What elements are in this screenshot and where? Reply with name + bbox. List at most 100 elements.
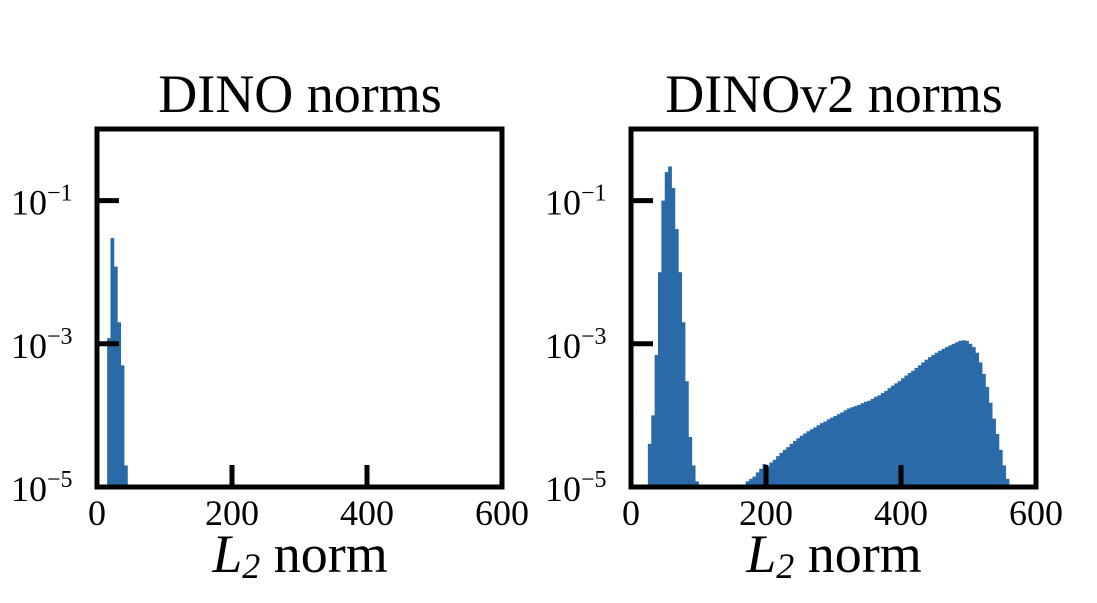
dinov2-norms-panel: DINOv2 norms 0 200 400 600 10−1 10−3 10−5 L2 …	[545, 64, 1063, 586]
histogram-bar	[968, 343, 973, 487]
histogram-bar	[985, 386, 990, 487]
histogram-bar	[894, 383, 899, 487]
histogram-bar	[755, 472, 760, 487]
histogram-bar	[853, 406, 858, 487]
histogram-bar	[958, 340, 963, 487]
histogram-bar	[809, 429, 814, 487]
histogram-bar	[880, 393, 885, 487]
histogram-bar	[1002, 465, 1007, 487]
histogram-bar	[776, 456, 780, 487]
y-tick-label: 10−5	[11, 467, 73, 509]
histogram-bars	[647, 166, 1010, 488]
histogram-bar	[695, 481, 699, 487]
histogram-bar	[863, 401, 868, 487]
histogram-bar	[907, 373, 912, 487]
x-tick-label: 200	[205, 493, 259, 533]
y-axis-ticks: 10−1 10−3 10−5	[545, 181, 653, 509]
histogram-bar	[884, 390, 888, 487]
histogram-bar	[904, 375, 909, 487]
x-axis-label: L2 norm	[211, 524, 388, 586]
histogram-bar	[877, 395, 882, 487]
chart-title: DINOv2 norms	[665, 64, 1002, 124]
histogram-bar	[120, 365, 125, 487]
histogram-bar	[816, 425, 821, 487]
histogram-bar	[799, 435, 804, 487]
histogram-bar	[793, 440, 797, 487]
histogram-bar	[965, 340, 969, 487]
histogram-bar	[820, 423, 824, 487]
histogram-bar	[107, 338, 111, 487]
histogram-bar	[674, 229, 679, 487]
histogram-bar	[847, 408, 851, 487]
histogram-bar	[992, 418, 996, 487]
histogram-bar	[117, 322, 122, 487]
histogram-bar	[772, 459, 777, 487]
y-axis-ticks: 10−1 10−3 10−5	[11, 181, 119, 509]
x-axis-ticks: 0 200 400 600	[88, 465, 529, 533]
histogram-bar	[870, 398, 875, 487]
histogram-bar	[685, 381, 689, 487]
histogram-bar	[944, 347, 949, 487]
histogram-bar	[779, 452, 784, 487]
x-tick-label: 200	[739, 493, 793, 533]
y-tick-label: 10−1	[11, 181, 73, 223]
histogram-bar	[749, 478, 753, 487]
histogram-bar	[988, 402, 993, 487]
histogram-bar	[678, 272, 683, 487]
histogram-bar	[934, 352, 939, 487]
histogram-bar	[691, 465, 696, 487]
y-tick-label: 10−1	[545, 181, 607, 223]
histogram-bar	[840, 412, 845, 487]
histogram-bar	[911, 370, 915, 487]
histogram-bar	[978, 362, 983, 487]
histogram-bar	[836, 414, 841, 487]
histogram-bar	[921, 362, 926, 487]
plot-frame	[628, 126, 1039, 490]
histogram-bar	[826, 419, 831, 487]
histogram-bar	[998, 449, 1003, 487]
histogram-bar	[782, 449, 787, 487]
histogram-bar	[887, 388, 892, 487]
histogram-bar	[124, 465, 128, 487]
histogram-bar	[971, 347, 976, 487]
histogram-bar	[914, 367, 919, 487]
x-tick-label: 600	[1009, 493, 1063, 533]
histogram-bar	[745, 481, 750, 487]
histogram-bar	[796, 438, 801, 487]
x-tick-label: 0	[88, 493, 106, 533]
histogram-bar	[890, 385, 895, 487]
y-tick-label: 10−3	[545, 324, 607, 366]
histogram-bar	[654, 354, 659, 487]
histogram-bar	[833, 416, 838, 487]
x-axis-ticks: 0 200 400 600	[622, 465, 1063, 533]
histogram-bar	[931, 354, 936, 487]
histogram-bar	[1005, 478, 1010, 487]
histogram-bar	[843, 410, 848, 487]
histogram-bar	[688, 436, 693, 487]
x-tick-label: 600	[475, 493, 529, 533]
dino-norms-panel: DINO norms 0 200 400 600 10−1 10−3 10−5 L2 no…	[11, 64, 529, 586]
histogram-bar	[806, 431, 811, 487]
histogram-bar	[951, 343, 956, 487]
plot-frame	[94, 126, 505, 490]
histogram-bar	[658, 272, 662, 487]
histogram-bar	[789, 443, 794, 487]
histogram-bar	[668, 166, 672, 487]
histogram-bar	[803, 433, 807, 487]
histogram-bar	[860, 403, 865, 487]
x-tick-label: 400	[874, 493, 928, 533]
histogram-bar	[975, 352, 980, 487]
histogram-bar	[961, 340, 966, 487]
histogram-bar	[941, 348, 946, 487]
histogram-bar	[938, 350, 942, 487]
x-tick-label: 400	[340, 493, 394, 533]
histogram-bar	[850, 407, 855, 487]
histogram-bar	[948, 345, 953, 487]
histogram-bar	[857, 404, 861, 487]
histogram-bar	[897, 381, 902, 487]
histogram-bar	[982, 373, 986, 487]
histogram-bar	[752, 476, 757, 487]
histogram-bar	[651, 415, 656, 487]
histogram-bar	[786, 447, 791, 487]
